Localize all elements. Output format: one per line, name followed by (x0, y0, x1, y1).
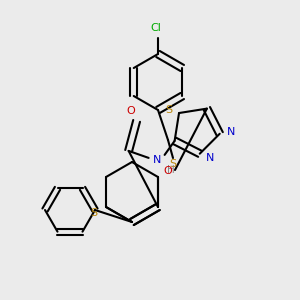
Text: N: N (206, 153, 214, 163)
Text: S: S (91, 208, 98, 218)
Text: O: O (126, 106, 135, 116)
Text: S: S (169, 159, 177, 169)
Text: N: N (152, 155, 161, 165)
Text: S: S (166, 105, 172, 115)
Text: H: H (167, 165, 175, 175)
Text: Cl: Cl (151, 23, 161, 33)
Text: O: O (164, 166, 172, 176)
Text: N: N (226, 127, 235, 137)
